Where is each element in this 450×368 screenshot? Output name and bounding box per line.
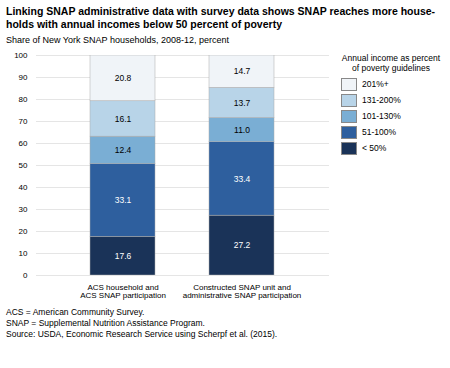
html-text:Share of New York SNAP househo: Share of New York SNAP households, 2008-…	[6, 35, 229, 46]
svg-text:14.7: 14.7	[234, 67, 251, 77]
svg-text:0: 0	[23, 271, 28, 280]
html-text:ACS = American Community Surve: ACS = American Community Survey. SNAP = …	[6, 307, 278, 340]
svg-text:12.4: 12.4	[115, 145, 132, 155]
html-text:Annual income as percent of po: Annual income as percent of poverty guid…	[341, 53, 441, 74]
svg-text:27.2: 27.2	[234, 241, 251, 251]
svg-text:33.4: 33.4	[234, 174, 251, 184]
html-text:201%+: 201%+	[362, 79, 389, 90]
svg-text:16.1: 16.1	[115, 114, 132, 124]
svg-text:90: 90	[19, 73, 28, 82]
html-text:131-200%: 131-200%	[362, 95, 401, 106]
svg-text:17.6: 17.6	[115, 251, 132, 261]
svg-text:80: 80	[19, 95, 28, 104]
svg-text:13.7: 13.7	[234, 98, 251, 108]
svg-text:30: 30	[19, 205, 28, 214]
svg-text:11.0: 11.0	[234, 125, 250, 135]
svg-text:60: 60	[19, 139, 28, 148]
svg-text:50: 50	[19, 161, 28, 170]
svg-text:10: 10	[19, 249, 28, 258]
svg-text:70: 70	[19, 117, 28, 126]
html-text:51-100%: 51-100%	[362, 127, 396, 138]
html-text:Linking SNAP administrative da: Linking SNAP administrative data with su…	[6, 5, 436, 31]
html-text:101-130%: 101-130%	[362, 111, 401, 122]
svg-text:Constructed SNAP unit andadmin: Constructed SNAP unit andadministrative …	[183, 283, 302, 300]
svg-text:100: 100	[14, 51, 28, 60]
svg-text:20.8: 20.8	[115, 73, 132, 83]
svg-text:40: 40	[19, 183, 28, 192]
svg-text:ACS household andACS SNAP part: ACS household andACS SNAP participation	[80, 283, 166, 300]
html-text:< 50%: < 50%	[362, 143, 387, 154]
svg-text:33.1: 33.1	[115, 195, 132, 205]
svg-text:20: 20	[19, 227, 28, 236]
